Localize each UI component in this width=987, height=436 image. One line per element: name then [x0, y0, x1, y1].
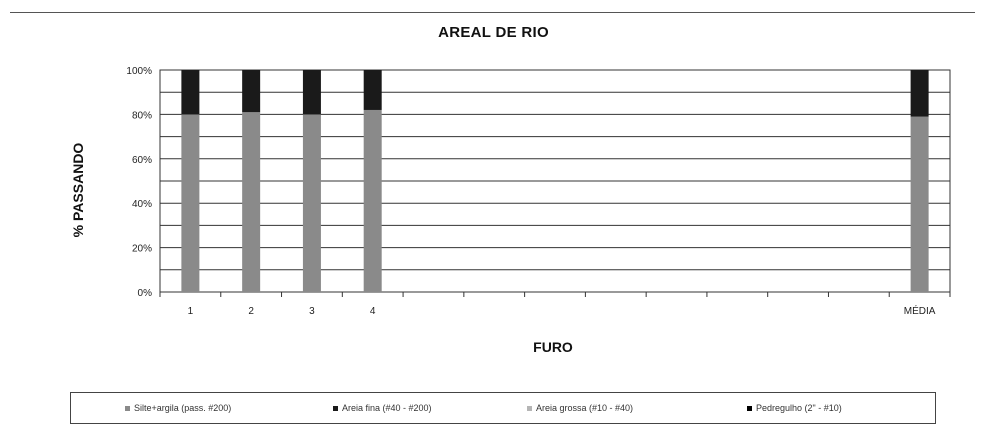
y-tick-label: 20%	[132, 244, 152, 255]
chart-title: AREAL DE RIO	[438, 24, 549, 41]
y-tick-label: 100%	[126, 66, 152, 77]
y-tick-label: 40%	[132, 199, 152, 210]
x-tick-label: 2	[248, 306, 254, 317]
y-tick-label: 60%	[132, 155, 152, 166]
legend-label: Areia fina (#40 - #200)	[342, 403, 432, 413]
bar-segment	[363, 109, 382, 293]
bar-segment	[181, 114, 200, 293]
x-tick-label: MÉDIA	[904, 304, 936, 317]
top-divider	[10, 12, 975, 13]
legend-item-silte-argila: Silte+argila (pass. #200)	[125, 403, 231, 413]
legend-swatch	[527, 406, 532, 412]
bar-segment	[910, 116, 929, 293]
legend-label: Pedregulho (2" - #10)	[756, 403, 842, 413]
legend-item-pedregulho: Pedregulho (2" - #10)	[747, 403, 842, 413]
legend-swatch	[333, 406, 338, 412]
legend-swatch	[125, 406, 130, 412]
bar-segment	[363, 70, 382, 110]
legend-item-areia-grossa: Areia grossa (#10 - #40)	[527, 403, 633, 413]
legend-swatch	[747, 406, 752, 412]
legend: Silte+argila (pass. #200) Areia fina (#4…	[70, 392, 936, 424]
x-tick-label: 3	[309, 306, 315, 317]
bar-segment	[242, 112, 261, 293]
x-axis-label: FURO	[533, 339, 573, 355]
y-tick-label: 80%	[132, 110, 152, 121]
y-tick-label: 0%	[138, 288, 153, 299]
bar-segment	[302, 70, 321, 115]
legend-item-areia-fina: Areia fina (#40 - #200)	[333, 403, 432, 413]
bar-segment	[242, 70, 261, 113]
x-tick-label: 1	[188, 306, 194, 317]
bar-segment	[910, 70, 929, 117]
bar-segment	[302, 114, 321, 293]
plot-frame	[159, 69, 951, 293]
legend-label: Areia grossa (#10 - #40)	[536, 403, 634, 413]
x-tick-label: 4	[370, 306, 376, 317]
bar-segment	[181, 70, 200, 115]
legend-label: Silte+argila (pass. #200)	[134, 403, 232, 413]
